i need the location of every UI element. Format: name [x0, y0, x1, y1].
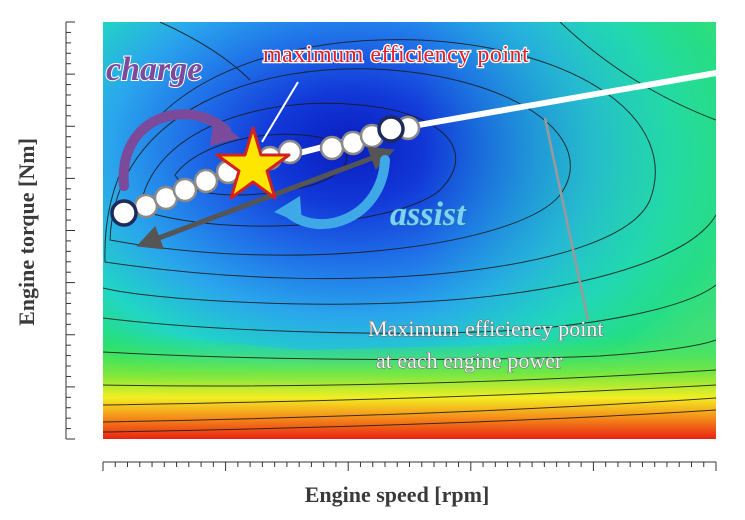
charge-label: charge — [106, 51, 202, 88]
max-efficiency-star-icon — [215, 126, 291, 200]
y-axis-title: Engine torque [Nm] — [14, 138, 39, 326]
max-efficiency-label: maximum efficiency point — [263, 42, 529, 68]
charge-arrow — [118, 109, 240, 191]
x-axis-title: Engine speed [rpm] — [305, 482, 490, 507]
low-end-point — [110, 199, 138, 227]
y-axis-ticks — [66, 21, 75, 440]
assist-label: assist — [390, 196, 467, 233]
curve-label-pointer — [543, 117, 590, 321]
max-point-pointer — [261, 81, 299, 143]
operating-point — [319, 135, 345, 161]
operating-point — [193, 168, 219, 194]
operating-point — [172, 177, 198, 203]
high-end-point — [377, 115, 405, 143]
x-axis — [102, 461, 717, 471]
assist-arrow — [274, 155, 390, 230]
curve-label-line-2: at each engine power — [376, 348, 563, 373]
contour-lines — [103, 22, 716, 433]
x-axis-ticks — [102, 462, 717, 471]
y-axis — [65, 21, 75, 440]
operating-point — [133, 193, 159, 219]
operating-range-arrow — [136, 146, 395, 250]
curve-label-line-1: Maximum efficiency point — [368, 316, 603, 341]
